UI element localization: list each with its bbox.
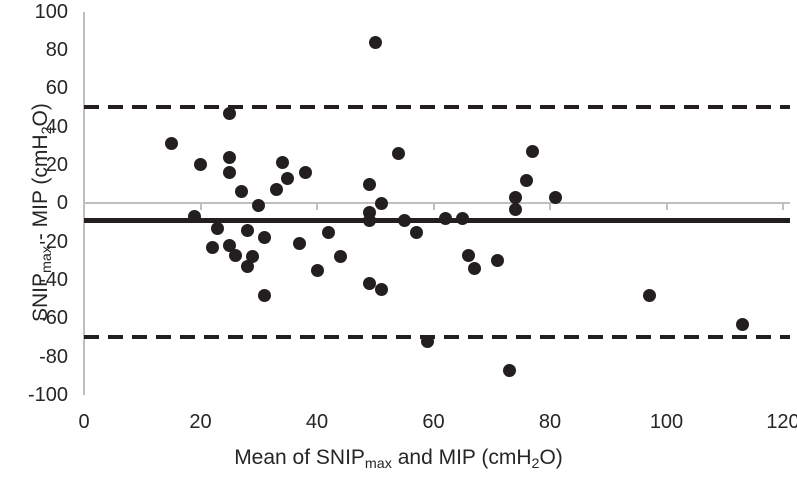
data-point bbox=[205, 240, 219, 254]
lower-limit-of-agreement-line bbox=[84, 335, 790, 340]
data-point bbox=[467, 261, 481, 275]
data-point bbox=[269, 183, 283, 197]
y-tick-label: -40 bbox=[39, 268, 68, 291]
x-tick-label: 60 bbox=[422, 411, 445, 433]
data-point bbox=[240, 260, 254, 274]
x-axis-tick bbox=[432, 203, 435, 211]
x-tick-label: 100 bbox=[649, 411, 684, 433]
x-axis-tick bbox=[782, 203, 784, 211]
data-point bbox=[397, 214, 411, 227]
data-point bbox=[234, 185, 248, 199]
data-point bbox=[456, 212, 470, 226]
data-point bbox=[188, 210, 202, 224]
data-point bbox=[211, 221, 225, 235]
zero-axis-line bbox=[84, 202, 790, 205]
data-point bbox=[362, 177, 376, 191]
mean-bias-line bbox=[84, 218, 790, 223]
data-point bbox=[164, 137, 178, 151]
y-tick-label: -20 bbox=[39, 230, 68, 253]
title-text: O) bbox=[539, 446, 563, 469]
x-tick-label: 40 bbox=[305, 411, 329, 433]
data-point bbox=[258, 288, 272, 302]
x-axis-tick bbox=[549, 203, 551, 211]
data-point bbox=[223, 150, 237, 164]
data-point bbox=[362, 277, 376, 291]
data-point bbox=[368, 35, 382, 49]
data-point bbox=[298, 166, 312, 180]
y-tick-label: 80 bbox=[45, 38, 68, 61]
y-tick-label: 60 bbox=[45, 77, 68, 100]
x-axis-tick bbox=[199, 203, 202, 211]
data-point bbox=[438, 212, 452, 226]
y-tick-label: -60 bbox=[39, 307, 68, 330]
y-tick-label: 100 bbox=[34, 0, 68, 23]
data-point bbox=[526, 144, 540, 158]
y-tick-label: -100 bbox=[27, 384, 68, 406]
y-tick-label: 40 bbox=[45, 115, 68, 138]
data-point bbox=[461, 248, 475, 262]
x-axis-tick bbox=[665, 203, 668, 211]
data-point bbox=[228, 248, 242, 262]
data-point bbox=[252, 198, 266, 212]
data-point bbox=[642, 288, 656, 302]
y-tick-label: 0 bbox=[56, 192, 68, 215]
x-axis-tick bbox=[316, 203, 318, 211]
title-text: Mean of SNIP bbox=[234, 446, 365, 469]
data-point bbox=[392, 146, 406, 160]
data-point bbox=[508, 202, 522, 216]
data-point bbox=[293, 237, 307, 251]
data-point bbox=[735, 317, 749, 331]
data-point bbox=[409, 225, 423, 239]
title-text: - MIP (cmH bbox=[29, 134, 52, 247]
data-point bbox=[275, 156, 289, 170]
data-point bbox=[240, 223, 254, 237]
data-point bbox=[508, 190, 522, 204]
data-point bbox=[333, 250, 347, 264]
data-point bbox=[281, 171, 295, 185]
data-point bbox=[502, 363, 516, 377]
data-point bbox=[374, 196, 388, 210]
data-point bbox=[223, 166, 237, 180]
x-tick-label: 20 bbox=[189, 411, 212, 433]
title-text: and MIP (cmH bbox=[391, 446, 532, 469]
y-tick-label: 20 bbox=[45, 153, 68, 176]
data-point bbox=[491, 254, 505, 268]
subscript-text: 2 bbox=[531, 455, 540, 472]
data-point bbox=[322, 225, 336, 239]
subscript-text: max bbox=[364, 455, 392, 472]
data-point bbox=[549, 190, 563, 204]
x-axis-title: Mean of SNIPmax and MIP (cmH2O) bbox=[0, 446, 797, 471]
x-tick-label: 0 bbox=[78, 411, 90, 433]
upper-limit-of-agreement-line bbox=[84, 105, 790, 110]
data-point bbox=[223, 106, 237, 120]
data-point bbox=[362, 214, 376, 227]
data-point bbox=[520, 173, 534, 187]
data-point bbox=[258, 231, 272, 245]
data-point bbox=[310, 263, 324, 277]
data-point bbox=[374, 283, 388, 297]
x-tick-label: 120 bbox=[766, 411, 797, 433]
data-point bbox=[421, 334, 435, 348]
x-tick-label: 80 bbox=[538, 411, 562, 433]
data-point bbox=[194, 158, 207, 172]
y-tick-label: -80 bbox=[39, 345, 68, 368]
